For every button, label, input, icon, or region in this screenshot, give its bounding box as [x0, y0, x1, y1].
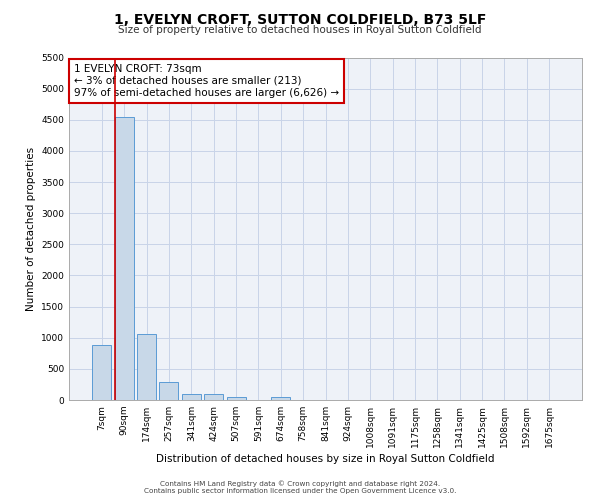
- Bar: [204, 394, 223, 400]
- Text: 1 EVELYN CROFT: 73sqm
← 3% of detached houses are smaller (213)
97% of semi-deta: 1 EVELYN CROFT: 73sqm ← 3% of detached h…: [74, 64, 339, 98]
- Bar: [115, 116, 134, 400]
- Y-axis label: Number of detached properties: Number of detached properties: [26, 146, 35, 311]
- Bar: [182, 394, 201, 400]
- Bar: [271, 396, 290, 400]
- Text: Contains HM Land Registry data © Crown copyright and database right 2024.
Contai: Contains HM Land Registry data © Crown c…: [144, 480, 456, 494]
- Bar: [137, 334, 156, 400]
- Bar: [92, 345, 112, 400]
- X-axis label: Distribution of detached houses by size in Royal Sutton Coldfield: Distribution of detached houses by size …: [156, 454, 495, 464]
- Text: 1, EVELYN CROFT, SUTTON COLDFIELD, B73 5LF: 1, EVELYN CROFT, SUTTON COLDFIELD, B73 5…: [114, 12, 486, 26]
- Text: Size of property relative to detached houses in Royal Sutton Coldfield: Size of property relative to detached ho…: [118, 25, 482, 35]
- Bar: [227, 396, 245, 400]
- Bar: [160, 382, 178, 400]
